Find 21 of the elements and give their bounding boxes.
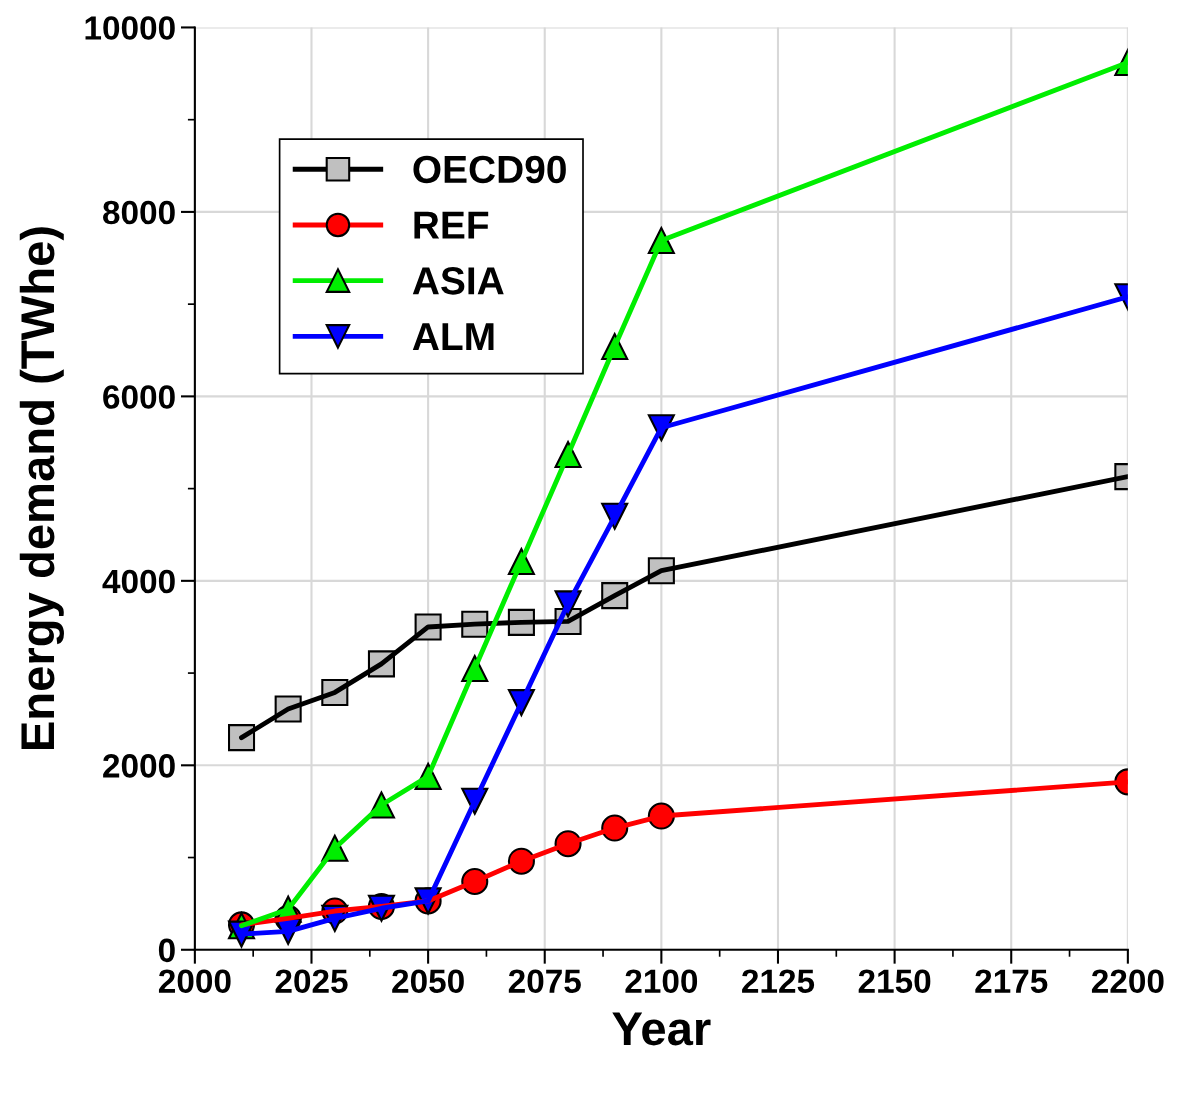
- y-tick-label: 0: [158, 938, 175, 963]
- y-tick-label: 4000: [102, 569, 175, 594]
- legend-label: REF: [414, 211, 489, 239]
- y-tick-label: 8000: [103, 200, 175, 225]
- x-tick-label: 2075: [508, 969, 581, 993]
- x-tick-label: 2200: [1091, 969, 1164, 993]
- x-axis-title: Year: [612, 1012, 711, 1046]
- legend-label: ALM: [412, 323, 494, 350]
- y-tick-label: 10000: [85, 16, 175, 40]
- x-tick-label: 2025: [275, 969, 348, 993]
- x-tick-label: 2125: [742, 969, 815, 993]
- y-axis-title: Energy demand (TWhe): [19, 227, 64, 750]
- legend-label: OECD90: [413, 155, 566, 184]
- legend-label: ASIA: [412, 267, 504, 295]
- x-tick-label: 2000: [158, 969, 231, 993]
- x-tick-label: 2150: [858, 969, 931, 993]
- x-tick-label: 2175: [975, 969, 1048, 993]
- x-tick-label: 2100: [625, 969, 698, 993]
- x-tick-label: 2050: [392, 969, 464, 993]
- y-tick-label: 6000: [103, 385, 175, 409]
- y-tick-label: 2000: [103, 754, 175, 778]
